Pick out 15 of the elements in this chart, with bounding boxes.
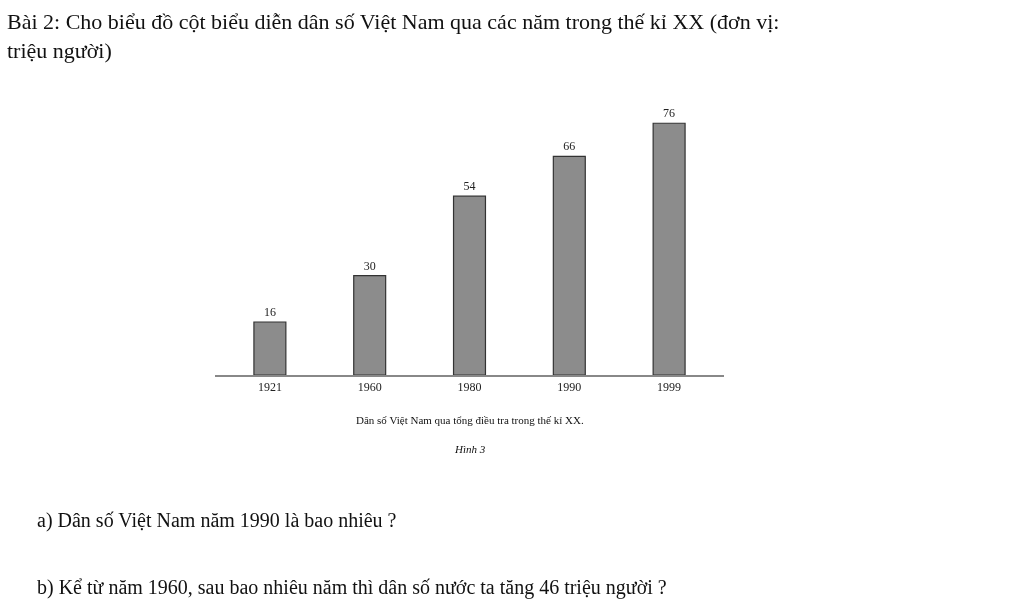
text: b) Kể từ năm 1960, sau bao nhiêu năm thì dân số nước ta tăng 46 triệu người ? bbox=[37, 576, 667, 599]
text: Dân số Việt Nam qua tổng điều tra trong thế kỉ XX. bbox=[356, 414, 584, 426]
x-tick-label: 1960 bbox=[357, 380, 382, 395]
x-tick-label: 1999 bbox=[657, 380, 682, 395]
data-label: 76 bbox=[663, 106, 676, 121]
chart-title: Bài 2: Cho biểu đồ cột biểu diễn dân số Việt Nam qua các năm trong thế kỉ XX (đơn vị: triệu người) bbox=[7, 9, 780, 63]
data-label: 66 bbox=[563, 139, 576, 154]
data-label: 16 bbox=[263, 305, 276, 319]
data-label: 30 bbox=[363, 258, 376, 273]
data-label: 54 bbox=[463, 179, 476, 194]
x-tick-label: 1980 bbox=[457, 380, 482, 395]
x-tick-label: 1921 bbox=[257, 380, 282, 395]
text: Hình 3 bbox=[454, 443, 486, 455]
text: a) Dân số Việt Nam năm 1990 là bao nhiêu ? bbox=[37, 509, 397, 532]
x-tick-label: 1990 bbox=[557, 380, 582, 395]
